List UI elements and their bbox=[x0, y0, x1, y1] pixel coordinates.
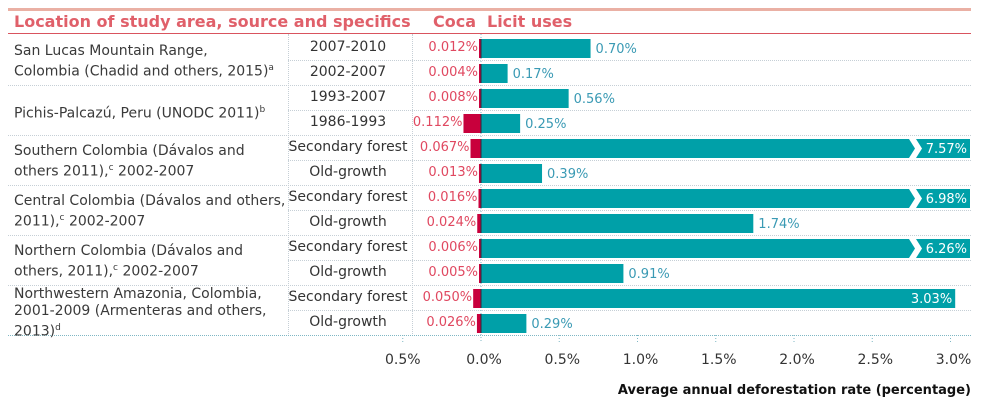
row-separator bbox=[288, 110, 971, 111]
row-separator bbox=[8, 85, 971, 86]
x-tick-label: 0.0% bbox=[466, 352, 502, 368]
row-specific-label: 1986-1993 bbox=[309, 114, 387, 130]
location-label: Southern Colombia (Dávalos and others 201… bbox=[14, 143, 245, 180]
licit-bar bbox=[481, 264, 624, 283]
coca-bar bbox=[473, 289, 481, 308]
coca-value-label: 0.026% bbox=[426, 315, 476, 330]
coca-value-label: 0.005% bbox=[428, 265, 478, 280]
row-specific-label: 2002-2007 bbox=[309, 64, 387, 80]
header-rule bbox=[8, 33, 971, 34]
location-label: Central Colombia (Dávalos and others, 201… bbox=[14, 193, 286, 230]
row-specific-label: Old-growth bbox=[309, 214, 387, 230]
licit-bar bbox=[481, 64, 508, 83]
x-tick-label: 3.0% bbox=[935, 352, 972, 368]
row-specific-label: Old-growth bbox=[309, 264, 387, 280]
coca-bar bbox=[478, 164, 481, 183]
licit-bar bbox=[481, 139, 915, 158]
licit-value-label: 0.91% bbox=[628, 267, 669, 282]
row-specific-label: Secondary forest bbox=[288, 139, 408, 155]
location-label: Northwestern Amazonia, Colombia, 2001-200… bbox=[14, 285, 267, 340]
x-axis-title: Average annual deforestation rate (perce… bbox=[617, 383, 971, 398]
licit-bar bbox=[481, 214, 754, 233]
licit-bar bbox=[481, 39, 591, 58]
x-tick-label: 0.5% bbox=[384, 352, 421, 368]
coca-value-label: 0.112% bbox=[412, 115, 463, 130]
licit-bar bbox=[481, 89, 569, 108]
row-separator bbox=[8, 235, 971, 236]
row-separator bbox=[8, 335, 971, 336]
licit-value-label: 0.39% bbox=[547, 167, 588, 182]
row-separator bbox=[288, 260, 971, 261]
licit-value-label: 7.57% bbox=[926, 142, 967, 157]
row-specific-label: 2007-2010 bbox=[309, 39, 387, 55]
licit-value-label: 0.17% bbox=[513, 67, 554, 82]
coca-bar bbox=[479, 239, 481, 258]
coca-value-label: 0.016% bbox=[427, 190, 478, 205]
column-separator bbox=[288, 34, 289, 334]
licit-overflow-label-box bbox=[916, 239, 970, 258]
row-separator bbox=[288, 60, 971, 61]
coca-column-header: Coca bbox=[433, 12, 477, 31]
row-separator bbox=[8, 185, 971, 186]
licit-value-label: 0.70% bbox=[596, 42, 637, 57]
licit-bar bbox=[481, 314, 527, 333]
coca-bar bbox=[479, 264, 481, 283]
licit-value-label: 0.29% bbox=[531, 317, 572, 332]
licit-value-label: 1.74% bbox=[758, 217, 799, 232]
coca-bar bbox=[478, 189, 481, 208]
location-label: San Lucas Mountain Range, Colombia (Chadi… bbox=[14, 43, 274, 80]
location-label: Northern Colombia (Dávalos and others, 20… bbox=[14, 243, 244, 280]
licit-overflow-label-box bbox=[916, 139, 970, 158]
coca-value-label: 0.050% bbox=[422, 290, 473, 305]
row-specific-label: Secondary forest bbox=[288, 189, 408, 205]
coca-bar bbox=[470, 139, 481, 158]
x-tick-label: 1.5% bbox=[700, 352, 737, 368]
coca-value-label: 0.008% bbox=[428, 90, 478, 105]
licit-value-label: 3.03% bbox=[911, 292, 952, 307]
row-separator bbox=[8, 285, 971, 286]
licit-overflow-label-box bbox=[916, 189, 970, 208]
top-rule bbox=[8, 8, 971, 11]
licit-value-label: 6.26% bbox=[926, 242, 967, 257]
row-separator bbox=[288, 160, 971, 161]
licit-bar bbox=[481, 114, 521, 133]
coca-bar bbox=[479, 89, 481, 108]
coca-bar bbox=[476, 314, 481, 333]
row-separator bbox=[288, 210, 971, 211]
x-tick-label: 1.0% bbox=[622, 352, 659, 368]
licit-bar bbox=[481, 164, 543, 183]
row-specific-label: Old-growth bbox=[309, 164, 387, 180]
licit-value-label: 6.98% bbox=[926, 192, 967, 207]
coca-value-label: 0.004% bbox=[428, 65, 478, 80]
row-separator bbox=[8, 135, 971, 136]
coca-bar bbox=[479, 39, 481, 58]
coca-bar bbox=[477, 214, 481, 233]
location-label: Pichis-Palcazú, Peru (UNODC 2011)b bbox=[14, 104, 266, 122]
licit-column-header: Licit uses bbox=[487, 12, 573, 31]
coca-bar bbox=[463, 114, 481, 133]
location-column-header: Location of study area, source and speci… bbox=[14, 12, 411, 31]
licit-bar bbox=[481, 189, 915, 208]
x-tick-label: 2.5% bbox=[857, 352, 894, 368]
coca-value-label: 0.024% bbox=[426, 215, 477, 230]
licit-value-label: 0.25% bbox=[525, 117, 566, 132]
row-separator bbox=[288, 310, 971, 311]
licit-value-label: 0.56% bbox=[574, 92, 615, 107]
licit-bar bbox=[481, 239, 915, 258]
row-specific-label: Old-growth bbox=[309, 314, 387, 330]
row-specific-label: Secondary forest bbox=[288, 289, 408, 305]
coca-bar bbox=[479, 64, 481, 83]
licit-bar bbox=[481, 289, 956, 308]
row-specific-label: 1993-2007 bbox=[309, 89, 387, 105]
coca-value-label: 0.006% bbox=[428, 240, 478, 255]
column-separator bbox=[412, 34, 413, 334]
row-specific-label: Secondary forest bbox=[288, 239, 408, 255]
coca-value-label: 0.067% bbox=[419, 140, 470, 155]
x-tick-label: 2.0% bbox=[779, 352, 815, 368]
x-tick-label: 0.5% bbox=[544, 352, 581, 368]
coca-value-label: 0.012% bbox=[428, 40, 478, 55]
coca-value-label: 0.013% bbox=[428, 165, 478, 180]
